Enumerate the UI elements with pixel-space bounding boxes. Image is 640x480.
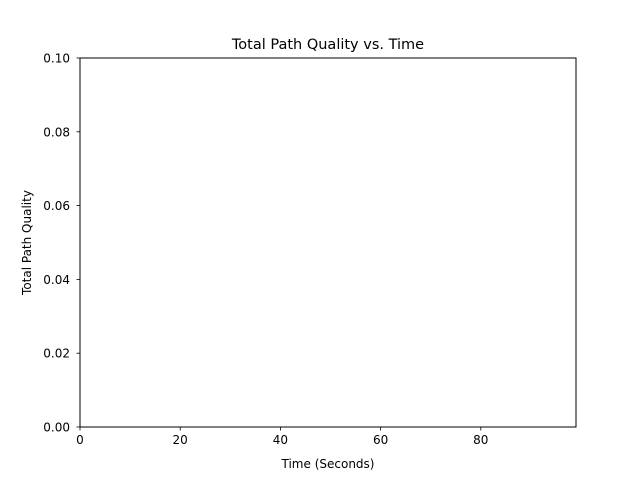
x-axis-ticks: 0 20 40 60 80 — [76, 427, 488, 447]
chart-title: Total Path Quality vs. Time — [231, 37, 424, 53]
y-tick-label: 0.02 — [43, 347, 70, 361]
y-axis-label: Total Path Quality — [20, 190, 34, 296]
y-axis-ticks: 0.00 0.02 0.04 0.06 0.08 0.10 — [43, 52, 80, 435]
plot-frame — [79, 57, 577, 428]
plot-area — [79, 57, 577, 428]
y-tick-label: 0.08 — [43, 125, 70, 139]
x-axis-label: Time (Seconds) — [281, 457, 375, 471]
x-tick-label: 80 — [473, 433, 488, 447]
y-tick-label: 0.00 — [43, 421, 70, 435]
y-tick-label: 0.04 — [43, 273, 70, 287]
x-tick-label: 40 — [273, 433, 288, 447]
y-tick-label: 0.10 — [43, 52, 70, 66]
y-tick-label: 0.06 — [43, 199, 70, 213]
plot-background — [80, 58, 576, 427]
x-tick-label: 60 — [373, 433, 388, 447]
x-tick-label: 0 — [76, 433, 84, 447]
x-tick-label: 20 — [173, 433, 188, 447]
